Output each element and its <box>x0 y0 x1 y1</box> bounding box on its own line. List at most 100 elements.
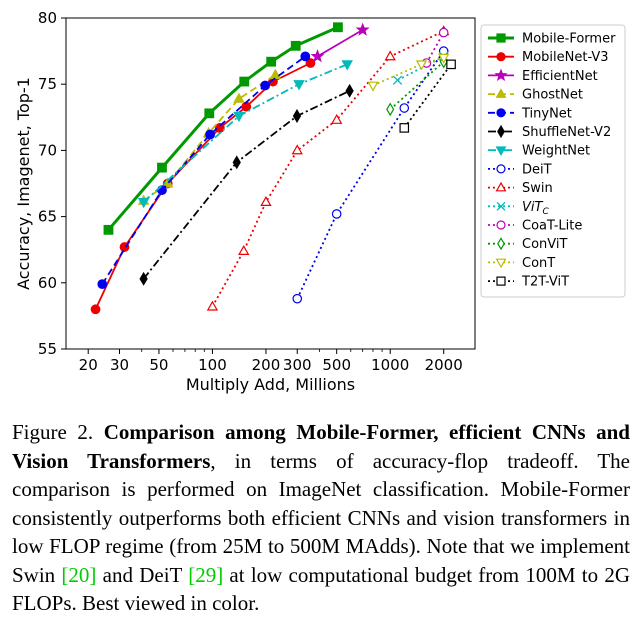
data-point <box>260 80 271 91</box>
legend: Mobile-Former MobileNet-V3 EfficientNet Gho… <box>480 24 626 298</box>
series-line <box>142 63 348 203</box>
x-tick-label: 500 <box>322 356 351 374</box>
data-point <box>103 224 114 235</box>
data-point <box>292 108 302 123</box>
legend-label: ViTC <box>522 200 549 217</box>
series-line <box>372 56 444 87</box>
data-point <box>305 58 316 68</box>
data-point <box>438 27 449 38</box>
legend-label: DeiT <box>522 162 552 177</box>
data-point <box>233 111 245 123</box>
series-weightnet <box>137 60 353 209</box>
data-point <box>310 49 325 63</box>
legend-item: WeightNet <box>488 144 590 159</box>
x-axis-title: Multiply Add, Millions <box>186 375 355 394</box>
series-convit <box>386 54 448 117</box>
data-point <box>290 40 301 51</box>
legend-marker <box>496 220 506 230</box>
data-point <box>238 244 250 255</box>
legend-item: DeiT <box>488 162 552 177</box>
legend-label: ConViT <box>522 237 567 252</box>
legend-label: GhostNet <box>522 88 583 103</box>
legend-box <box>480 24 626 298</box>
legend-marker <box>495 88 507 98</box>
caption-bold-title: Comparison among Mobile-Former, efficien… <box>12 420 630 473</box>
data-point <box>415 60 428 71</box>
data-point <box>206 300 219 311</box>
data-point <box>291 144 303 155</box>
data-point <box>331 113 343 124</box>
data-point <box>392 75 403 85</box>
legend-marker <box>495 146 507 157</box>
legend-marker <box>496 52 506 62</box>
legend-item: ConT <box>488 256 555 271</box>
data-point <box>269 68 282 79</box>
legend-marker <box>497 237 505 251</box>
series-cont <box>367 53 450 92</box>
data-point <box>233 92 245 103</box>
data-point <box>266 56 277 67</box>
y-tick-label: 75 <box>38 75 57 93</box>
series-line <box>403 63 452 129</box>
series-line <box>296 50 445 300</box>
series-efficientnet <box>310 22 370 63</box>
citation-link-29[interactable]: [29] <box>188 562 224 587</box>
legend-item: ConViT <box>488 237 567 252</box>
legend-label: CoaT-Lite <box>522 219 582 234</box>
legend-marker <box>496 33 506 43</box>
data-point <box>90 304 101 315</box>
citation-link-20[interactable]: [20] <box>61 562 97 587</box>
legend-item: Swin <box>488 181 553 196</box>
legend-label: WeightNet <box>522 144 590 159</box>
figure-caption: Figure 2. Comparison among Mobile-Former… <box>12 418 630 618</box>
series-mobile-former <box>103 22 343 235</box>
chart-figure: 55 60 65 70 75 80 20 30 50 100 200 300 500 1000 2000 Mu… <box>14 9 626 394</box>
x-tick-label: 20 <box>79 356 98 374</box>
legend-marker <box>496 164 506 174</box>
legend-marker <box>494 68 508 81</box>
y-tick-label: 65 <box>38 208 57 226</box>
legend-label: TinyNet <box>521 106 572 121</box>
data-point <box>345 83 354 98</box>
legend-item: T2T-ViT <box>488 275 569 290</box>
legend-marker <box>495 258 507 269</box>
x-tick-label: 100 <box>198 356 227 374</box>
series-line <box>317 29 364 58</box>
legend-item: ViTC <box>488 200 549 217</box>
legend-marker <box>496 108 506 118</box>
data-point <box>139 271 148 286</box>
data-point <box>367 81 379 92</box>
legend-label: ConT <box>522 256 555 271</box>
caption-body-3: at low computational budget from 100M to… <box>12 562 630 616</box>
y-axis-title: Accuracy, Imagenet, Top-1 <box>14 77 33 290</box>
data-point <box>300 51 311 62</box>
data-point <box>355 22 370 36</box>
legend-item: GhostNet <box>488 88 583 103</box>
series-tinynet <box>97 51 311 290</box>
data-point <box>260 195 272 206</box>
legend-item: MobileNet-V3 <box>488 50 609 65</box>
data-point <box>97 279 108 290</box>
series-line <box>101 55 306 285</box>
y-tick-label: 60 <box>38 274 57 292</box>
legend-marker <box>497 124 505 139</box>
y-tick-label: 70 <box>38 141 57 159</box>
data-point <box>293 80 305 91</box>
series-swin <box>206 25 450 311</box>
x-tick-label: 30 <box>110 356 129 374</box>
x-tick-label: 200 <box>252 356 281 374</box>
series-line <box>94 62 311 310</box>
data-point <box>205 129 215 140</box>
data-point <box>161 177 174 188</box>
legend-label: Mobile-Former <box>522 32 616 47</box>
series-line <box>389 61 445 111</box>
legend-item: EfficientNet <box>488 68 598 84</box>
data-point <box>204 108 215 119</box>
series-line <box>425 32 445 64</box>
legend-label: ShuffleNet-V2 <box>522 125 611 140</box>
caption-body-1: , in terms of accuracy-flop tradeoff. Th… <box>12 448 630 587</box>
legend-label: T2T-ViT <box>521 275 569 290</box>
legend-label: Swin <box>522 181 553 196</box>
chart-svg: 55 60 65 70 75 80 20 30 50 100 200 300 500 1000 2000 Mu… <box>14 9 626 394</box>
legend-item: ShuffleNet-V2 <box>488 124 611 140</box>
